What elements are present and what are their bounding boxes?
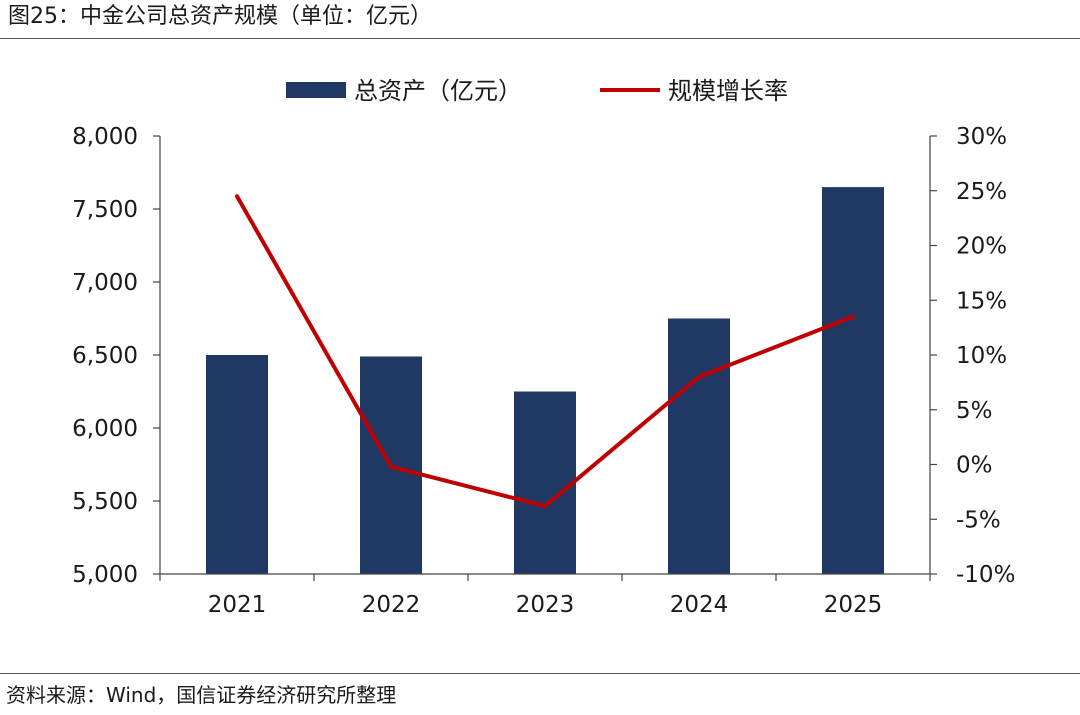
axes-layer: 5,000 5,500 6,000 6,500 7,000 7,500 8,000 -10% -… xyxy=(72,124,1015,618)
top-rule xyxy=(0,38,1080,39)
growth-point-2024 xyxy=(697,375,701,379)
growth-point-2022 xyxy=(389,465,393,469)
right-tick-label: 20% xyxy=(956,234,1007,260)
right-tick-label: 30% xyxy=(956,124,1007,150)
x-tick-label: 2024 xyxy=(670,592,729,618)
left-tick-label: 6,000 xyxy=(72,416,138,442)
bar-2024 xyxy=(668,318,730,574)
growth-point-2025 xyxy=(851,315,855,319)
left-tick-label: 7,500 xyxy=(72,197,138,223)
legend-bar-label: 总资产（亿元） xyxy=(354,77,522,105)
left-tick-label: 5,500 xyxy=(72,489,138,515)
left-tick-label: 5,000 xyxy=(72,562,138,588)
x-tick-label: 2023 xyxy=(516,592,575,618)
right-tick-label: -5% xyxy=(956,507,1001,533)
right-tick-label: 10% xyxy=(956,343,1007,369)
growth-point-2021 xyxy=(235,194,239,198)
left-tick-label: 7,000 xyxy=(72,270,138,296)
bar-2025 xyxy=(822,187,884,574)
figure-title: 图25：中金公司总资产规模（单位：亿元） xyxy=(8,4,432,29)
right-tick-label: -10% xyxy=(956,562,1015,588)
bars-layer xyxy=(206,187,884,574)
bar-2023 xyxy=(514,391,576,574)
right-tick-label: 15% xyxy=(956,288,1007,314)
growth-point-2023 xyxy=(543,504,547,508)
x-tick-label: 2025 xyxy=(824,592,883,618)
left-tick-label: 6,500 xyxy=(72,343,138,369)
growth-line-layer xyxy=(235,194,855,509)
right-tick-label: 0% xyxy=(956,453,993,479)
x-tick-label: 2021 xyxy=(208,592,267,618)
bar-2021 xyxy=(206,355,268,574)
legend: 总资产（亿元） 规模增长率 xyxy=(286,77,788,105)
right-tick-label: 5% xyxy=(956,398,993,424)
legend-line-label: 规模增长率 xyxy=(668,77,788,105)
x-tick-label: 2022 xyxy=(362,592,421,618)
left-tick-label: 8,000 xyxy=(72,124,138,150)
right-tick-label: 25% xyxy=(956,179,1007,205)
legend-bar-swatch xyxy=(286,82,346,98)
source-note: 资料来源：Wind，国信证券经济研究所整理 xyxy=(6,683,397,707)
bottom-rule xyxy=(0,673,1080,674)
